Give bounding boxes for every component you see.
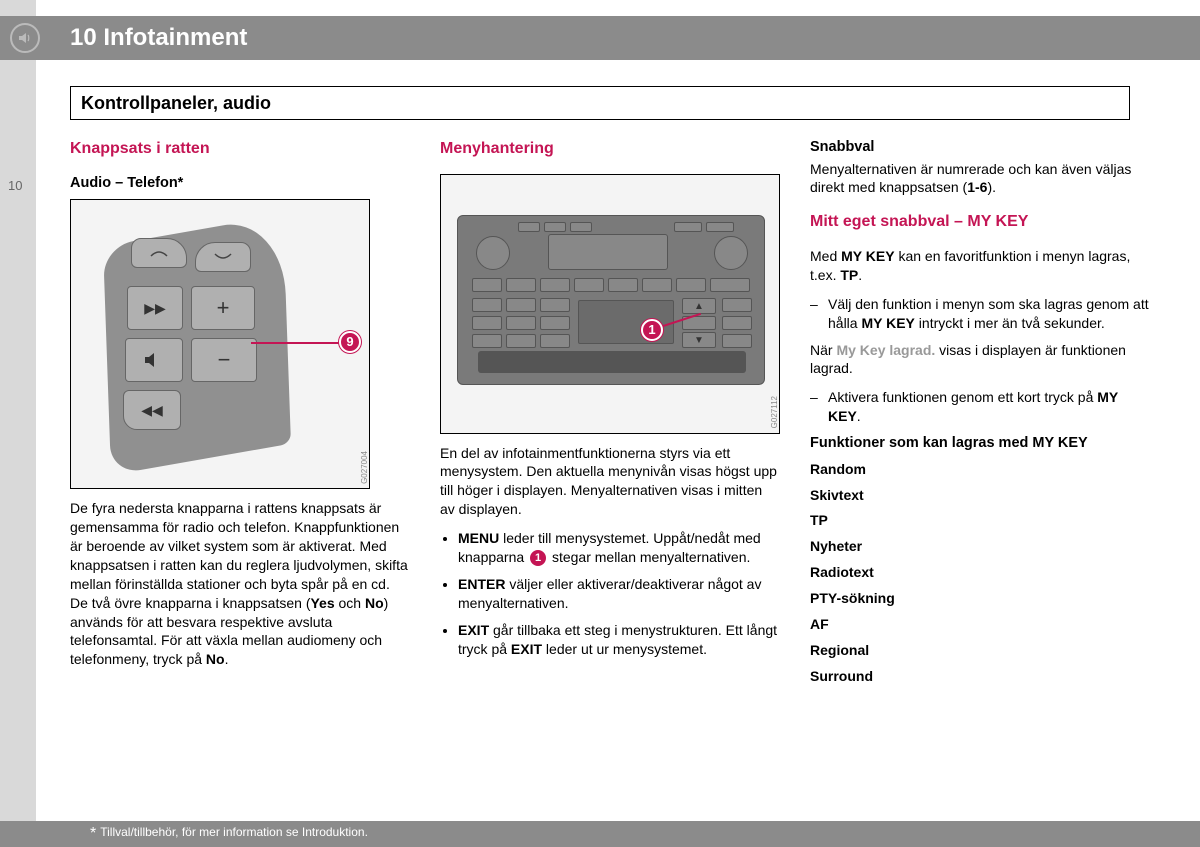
bullet-exit: EXIT går tillbaka ett steg i menystruktu… [458,621,780,659]
func-list-title: Funktioner som kan lagras med MY KEY [810,434,1150,454]
bullet-enter: ENTER väljer eller aktiverar/deaktiverar… [458,575,780,613]
col1-paragraph: De fyra nedersta knapparna i rattens kna… [70,499,410,669]
function-list: Random Skivtext TP Nyheter Radiotext PTY… [810,460,1150,686]
mykey-title: Mitt eget snabbval – MY KEY [810,211,1150,233]
col2-section-title: Menyhantering [440,138,780,160]
figure2-attr: G027112 [770,396,781,428]
column-2: Menyhantering [440,138,780,693]
func-item: Nyheter [810,537,1150,556]
func-item: Regional [810,641,1150,660]
col1-section-title: Knappsats i ratten [70,138,410,160]
func-item: AF [810,615,1150,634]
snabbval-text: Menyalternativen är numrerade och kan äv… [810,160,1150,198]
col2-intro: En del av infotainmentfunktionerna styrs… [440,444,780,520]
func-item: Skivtext [810,486,1150,505]
snabbval-title: Snabbval [810,138,1150,158]
mykey-confirm: När My Key lagrad. visas i displayen är … [810,341,1150,379]
column-1: Knappsats i ratten Audio – Telefon* ▶▶ +… [70,138,410,693]
figure-radio: ▲ ▼ 1 G027112 [440,174,780,434]
mykey-p1: Med MY KEY kan en favoritfunktion i meny… [810,247,1150,285]
content-area: Knappsats i ratten Audio – Telefon* ▶▶ +… [70,138,1150,693]
section-subheader: Kontrollpaneler, audio [70,86,1130,120]
dash-item-1: Välj den funktion i menyn som ska lagras… [810,295,1150,333]
dash-item-2: Aktivera funktionen genom ett kort tryck… [810,388,1150,426]
side-tab [0,0,36,847]
footer-bar: *Tillval/tillbehör, för mer information … [0,821,1200,847]
func-item: TP [810,511,1150,530]
figure1-attr: G027004 [360,451,371,484]
mykey-dash-list-1: Välj den funktion i menyn som ska lagras… [810,295,1150,333]
col2-bullet-list: MENU leder till menysystemet. Uppåt/nedå… [440,529,780,658]
bullet-menu: MENU leder till menysystemet. Uppåt/nedå… [458,529,780,567]
chapter-header: 10 Infotainment [0,16,1200,60]
figure-keypad: ▶▶ + − ◀◀ 9 G027004 [70,199,370,489]
inline-callout-1: 1 [530,550,546,566]
col1-sub-title: Audio – Telefon* [70,174,410,194]
mykey-dash-list-2: Aktivera funktionen genom ett kort tryck… [810,388,1150,426]
func-item: Random [810,460,1150,479]
side-chapter-number: 10 [8,177,22,195]
func-item: Radiotext [810,563,1150,582]
chapter-title: 10 Infotainment [70,22,247,54]
func-item: PTY-sökning [810,589,1150,608]
callout-9: 9 [339,331,361,353]
footnote: *Tillval/tillbehör, för mer information … [90,823,368,845]
column-3: Snabbval Menyalternativen är numrerade o… [810,138,1150,693]
func-item: Surround [810,667,1150,686]
callout-1: 1 [641,319,663,341]
speaker-icon [10,23,40,53]
